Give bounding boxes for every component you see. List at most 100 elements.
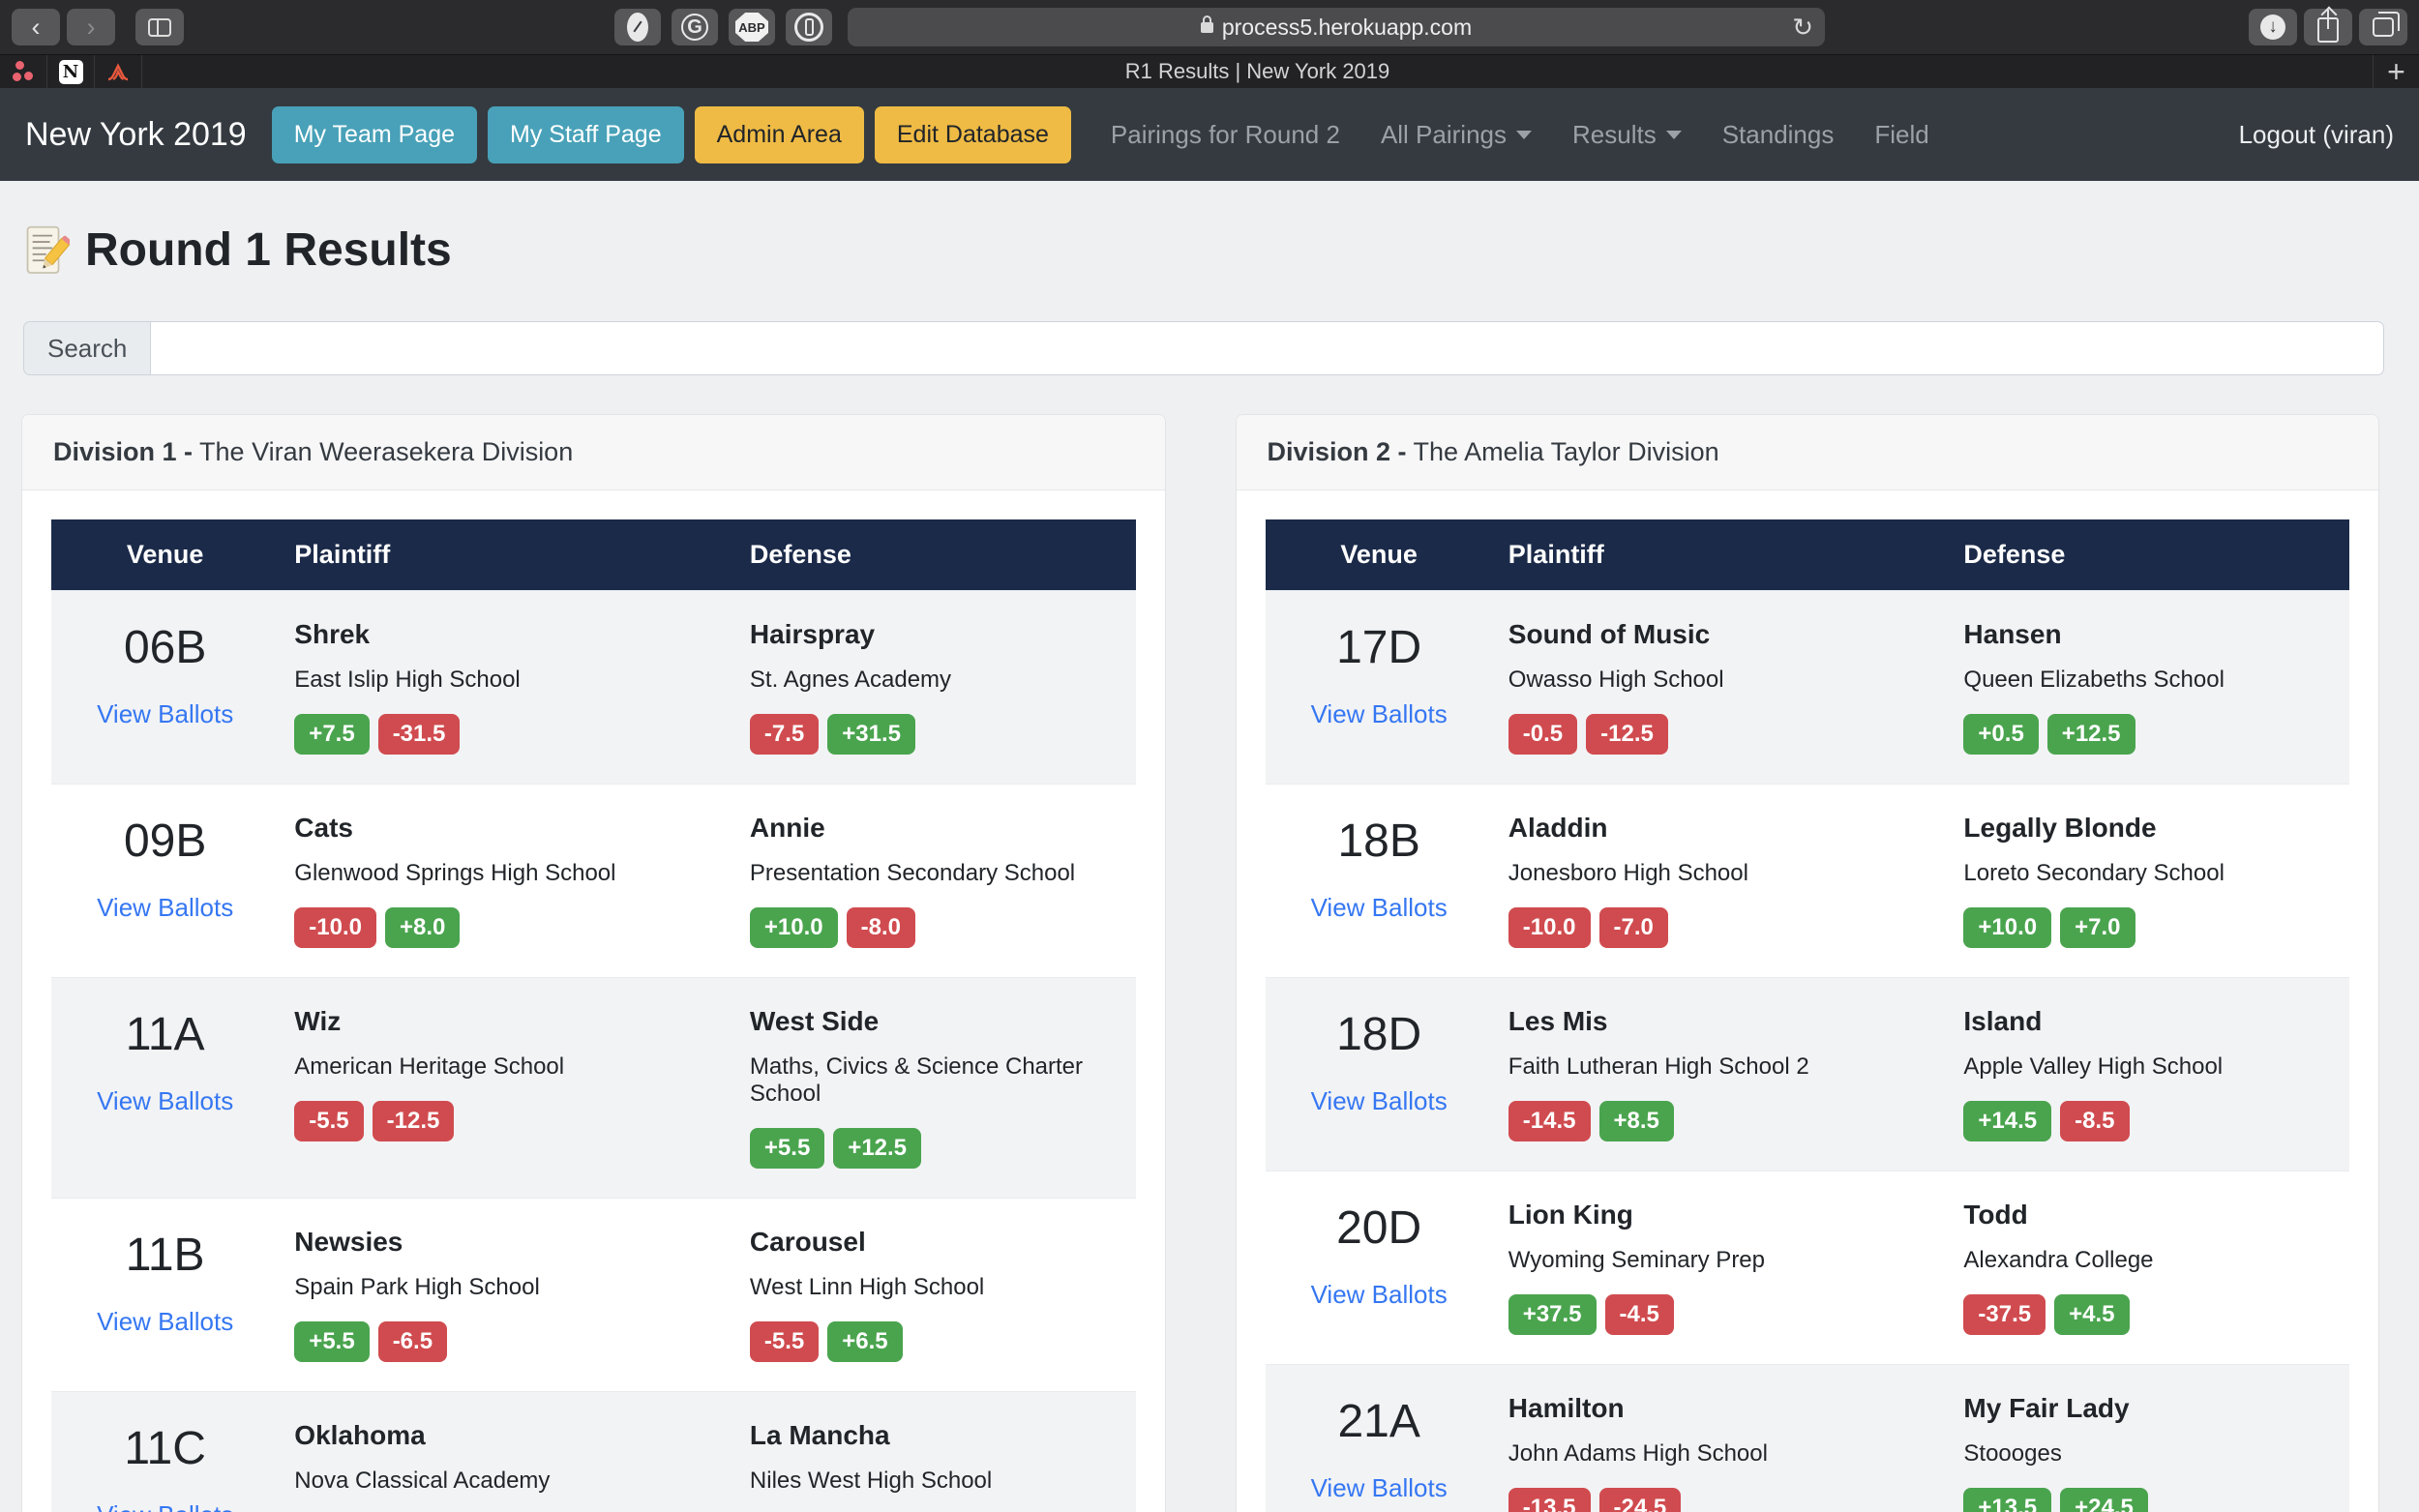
venue-code: 18D [1336, 1009, 1422, 1060]
score-badge: -37.5 [1963, 1294, 2046, 1335]
logout-link[interactable]: Logout (viran) [2238, 119, 2394, 149]
extension-icon-1 [627, 13, 648, 42]
navbar-links: Pairings for Round 2 All Pairings Results S… [1111, 120, 1970, 150]
admin-area-button[interactable]: Admin Area [694, 105, 864, 163]
address-bar[interactable]: process5.herokuapp.com ↻ [848, 8, 1825, 46]
view-ballots-link[interactable]: View Ballots [1310, 1086, 1448, 1115]
reload-button[interactable]: ↻ [1792, 12, 1813, 42]
my-staff-page-button[interactable]: My Staff Page [488, 105, 684, 163]
view-ballots-link[interactable]: View Ballots [1310, 1473, 1448, 1502]
edit-database-button[interactable]: Edit Database [874, 105, 1071, 163]
view-ballots-link[interactable]: View Ballots [97, 1307, 234, 1336]
view-ballots-link[interactable]: View Ballots [1310, 1280, 1448, 1309]
back-button[interactable]: ‹ [12, 9, 60, 45]
extension-button-grammarly[interactable]: G [672, 9, 718, 45]
match-row: 18B View Ballots Aladdin Jonesboro High … [1265, 784, 2349, 978]
division-card: Division 2 - The Amelia Taylor Division … [1235, 414, 2379, 1512]
view-ballots-link[interactable]: View Ballots [97, 699, 234, 728]
defense-cell: La Mancha Niles West High School +11.0+2… [733, 1391, 1136, 1512]
score-badge: +0.5 [1963, 714, 2039, 755]
venue-cell: 17D View Ballots [1265, 590, 1493, 785]
extension-button-1[interactable] [614, 9, 661, 45]
team-name: My Fair Lady [1963, 1393, 2130, 1423]
score-badge: -13.5 [1508, 1488, 1591, 1512]
navbar-brand[interactable]: New York 2019 [25, 115, 247, 153]
app-navbar: New York 2019 My Team Page My Staff Page A… [0, 88, 2419, 181]
pinned-tab-3[interactable] [95, 55, 142, 88]
view-ballots-link[interactable]: View Ballots [97, 1500, 233, 1512]
column-header-plaintiff: Plaintiff [279, 519, 734, 591]
division-subtitle: The Viran Weerasekera Division [193, 437, 574, 466]
division-card-header: Division 2 - The Amelia Taylor Division [1236, 415, 2378, 490]
share-button[interactable] [2304, 9, 2352, 45]
extension-button-1password[interactable] [786, 9, 832, 45]
plaintiff-cell: Cats Glenwood Springs High School -10.0 +… [279, 784, 734, 978]
new-tab-button[interactable]: + [2373, 54, 2419, 89]
match-row: 17D View Ballots Sound of Music Owasso H… [1265, 590, 2349, 785]
defense-cell: Carousel West Linn High School -5.5 +6.5 [733, 1198, 1136, 1392]
score-badges: -13.5 -24.5 [1508, 1488, 1933, 1512]
plaintiff-cell: Aladdin Jonesboro High School -10.0 -7.0 [1492, 784, 1949, 978]
my-team-page-button[interactable]: My Team Page [271, 105, 478, 163]
team-name: Island [1963, 1006, 2043, 1036]
school-name: Wyoming Seminary Prep [1508, 1247, 1766, 1273]
team-name: Sound of Music [1508, 619, 1711, 649]
score-badge: -8.5 [2060, 1101, 2130, 1141]
score-badge: -24.5 [1598, 1488, 1682, 1512]
school-name: Alexandra College [1963, 1247, 2154, 1273]
division-subtitle: The Amelia Taylor Division [1406, 437, 1719, 466]
defense-cell: Hansen Queen Elizabeths School +0.5 +12.5 [1948, 590, 2349, 785]
downloads-button[interactable]: ↓ [2249, 9, 2297, 45]
venue-cell: 11C View Ballots [51, 1391, 280, 1512]
sidebar-button[interactable] [135, 9, 184, 45]
score-badges: +7.5 -31.5 [294, 714, 719, 755]
extension-button-adblock[interactable]: ABP [729, 9, 775, 45]
tab-bar: N R1 Results | New York 2019 + [0, 54, 2419, 89]
score-badge: -6.5 [377, 1321, 448, 1362]
toolbar-right-buttons: ↓ [2249, 9, 2407, 45]
team-name: La Mancha [749, 1420, 890, 1450]
score-badges: -37.5 +4.5 [1963, 1294, 2334, 1335]
tab-overview-button[interactable] [2359, 9, 2407, 45]
nav-link-standings[interactable]: Standings [1721, 119, 1835, 149]
score-badge: +7.0 [2060, 907, 2135, 948]
nav-link-field[interactable]: Field [1874, 119, 1929, 149]
school-name: Queen Elizabeths School [1963, 667, 2225, 693]
score-badge: +12.5 [833, 1128, 922, 1169]
forward-button[interactable]: › [67, 9, 115, 45]
score-badge: +12.5 [2046, 714, 2135, 755]
plaintiff-cell: Oklahoma Nova Classical Academy -11.0-2.… [279, 1391, 734, 1512]
abp-icon: ABP [735, 13, 768, 42]
search-input[interactable] [150, 321, 2384, 375]
view-ballots-link[interactable]: View Ballots [1310, 699, 1448, 728]
page-title: Round 1 Results [25, 223, 2419, 277]
score-badge: +37.5 [1508, 1294, 1597, 1335]
venue-code: 11C [124, 1423, 206, 1474]
venue-cell: 11A View Ballots [51, 977, 280, 1199]
venue-code: 09B [123, 815, 207, 867]
match-row: 11C View Ballots Oklahoma Nova Classical… [51, 1391, 1136, 1512]
plaintiff-cell: Lion King Wyoming Seminary Prep +37.5 -4.… [1492, 1171, 1949, 1365]
view-ballots-link[interactable]: View Ballots [97, 1086, 234, 1115]
plaintiff-cell: Shrek East Islip High School +7.5 -31.5 [279, 590, 734, 785]
pinned-tab-notion[interactable]: N [47, 55, 95, 88]
view-ballots-link[interactable]: View Ballots [97, 893, 234, 922]
pinned-tab-1[interactable] [0, 55, 47, 88]
score-badge: +10.0 [749, 907, 838, 948]
score-badge: +14.5 [1963, 1101, 2052, 1141]
browser-toolbar: ‹ › G ABP process5.herokuapp.com ↻ ↓ [0, 0, 2419, 54]
school-name: John Adams High School [1508, 1440, 1768, 1467]
defense-cell: My Fair Lady Stoooges +13.5 +24.5 [1948, 1364, 2349, 1512]
score-badges: -5.5 -12.5 [294, 1101, 719, 1141]
nav-link-all-pairings[interactable]: All Pairings [1381, 120, 1532, 150]
school-name: American Heritage School [294, 1053, 565, 1080]
results-table: Venue Plaintiff Defense 17D View Ballots… [1265, 519, 2349, 1512]
defense-cell: Island Apple Valley High School +14.5 -8.… [1948, 977, 2349, 1171]
nav-link-results[interactable]: Results [1572, 120, 1682, 150]
sidebar-icon [148, 17, 171, 37]
view-ballots-link[interactable]: View Ballots [1310, 893, 1448, 922]
team-name: Legally Blonde [1963, 813, 2157, 843]
division-card: Division 1 - The Viran Weerasekera Divis… [21, 414, 1166, 1512]
nav-link-pairings-for-round-2[interactable]: Pairings for Round 2 [1110, 119, 1340, 149]
active-tab[interactable]: R1 Results | New York 2019 [142, 55, 2373, 88]
